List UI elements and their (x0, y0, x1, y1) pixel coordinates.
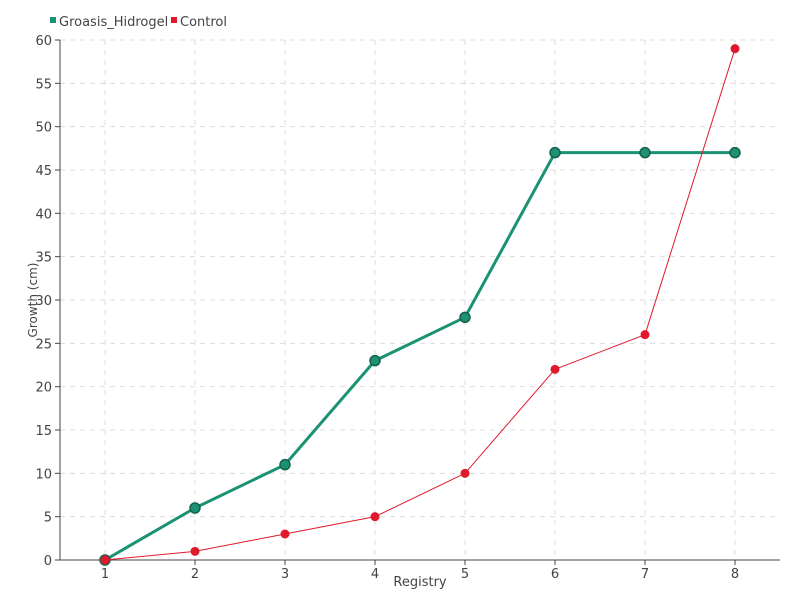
y-tick-label: 50 (35, 121, 52, 136)
y-tick-label: 35 (35, 251, 52, 266)
series (99, 44, 741, 566)
series-line (104, 151, 735, 562)
legend-label: Control (180, 15, 227, 30)
data-point (549, 146, 561, 159)
series-line (104, 48, 736, 561)
y-tick-label: 0 (44, 554, 52, 569)
y-tick-label: 55 (35, 77, 52, 92)
data-point (460, 468, 470, 478)
data-point (729, 146, 741, 159)
legend: Groasis_Hidrogel Control (50, 15, 227, 30)
y-tick-label: 15 (35, 424, 52, 439)
y-tick-label: 45 (35, 164, 52, 179)
data-point (550, 364, 560, 374)
legend-swatch (50, 17, 56, 23)
legend-swatch (171, 17, 177, 23)
series-groasis-hidrogel (99, 146, 741, 566)
y-tick-label: 25 (35, 337, 52, 352)
data-point (639, 146, 651, 159)
data-point (190, 546, 200, 556)
y-tick-label: 20 (35, 381, 52, 396)
y-tick-label: 40 (35, 207, 52, 222)
y-axis-title: Growth (cm) (26, 263, 40, 338)
legend-label: Groasis_Hidrogel (59, 15, 168, 30)
series-control (100, 44, 740, 565)
x-tick-label: 1 (101, 567, 109, 582)
x-axis-title: Registry (393, 575, 447, 590)
data-point (459, 311, 471, 324)
data-point (369, 354, 381, 367)
x-tick-label: 8 (731, 567, 739, 582)
x-tick-label: 4 (371, 567, 379, 582)
data-point (100, 555, 110, 565)
data-point (370, 512, 380, 522)
y-tick-label: 30 (35, 294, 52, 309)
y-tick-label: 5 (44, 511, 52, 526)
x-tick-label: 2 (191, 567, 199, 582)
x-tick-label: 6 (551, 567, 559, 582)
data-point (640, 330, 650, 340)
y-tick-label: 60 (35, 34, 52, 49)
data-point (730, 44, 740, 54)
data-point (189, 502, 201, 514)
grid (60, 39, 780, 560)
x-tick-label: 3 (281, 567, 289, 582)
data-point (280, 529, 290, 539)
data-point (279, 458, 291, 471)
x-tick-label: 5 (461, 567, 469, 582)
x-tick-label: 7 (641, 567, 649, 582)
y-tick-label: 10 (35, 467, 52, 482)
